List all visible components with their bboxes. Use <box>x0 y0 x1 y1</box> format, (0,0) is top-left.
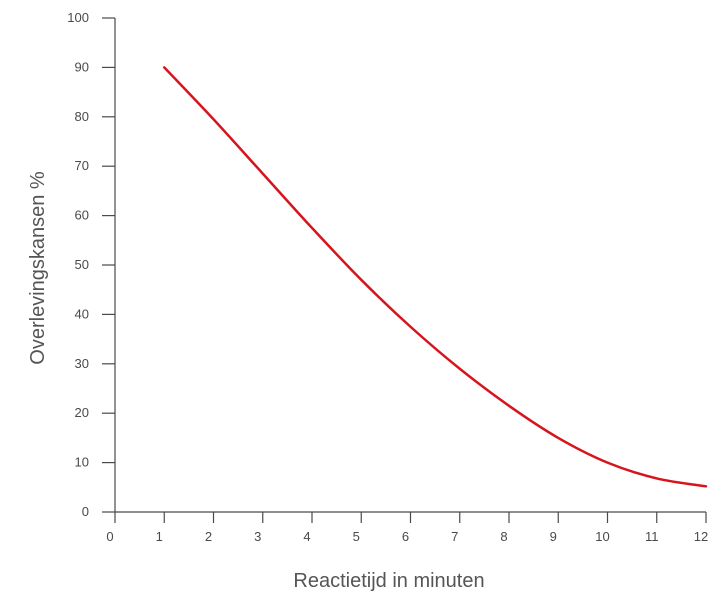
y-tick-label-60: 60 <box>75 208 89 223</box>
y-tick-label-100: 100 <box>67 10 89 25</box>
x-tick-label-2: 2 <box>205 529 212 544</box>
x-tick-label-10: 10 <box>595 529 609 544</box>
y-tick-label-30: 30 <box>75 356 89 371</box>
series-line-0 <box>163 66 708 488</box>
x-axis-title: Reactietijd in minuten <box>293 570 484 592</box>
y-tick-label-70: 70 <box>75 158 89 173</box>
y-tick-label-40: 40 <box>75 306 89 321</box>
y-tick-label-80: 80 <box>75 109 89 124</box>
y-tick-label-20: 20 <box>75 405 89 420</box>
y-tick-label-90: 90 <box>75 59 89 74</box>
y-axis-ticks: 0 10 20 30 40 50 60 70 80 90 100 <box>67 10 115 519</box>
y-tick-label-10: 10 <box>75 455 89 470</box>
y-tick-label-50: 50 <box>75 257 89 272</box>
y-axis-title: Overlevingskansen % <box>27 171 49 365</box>
x-tick-label-0: 0 <box>106 529 113 544</box>
x-tick-label-1: 1 <box>156 529 163 544</box>
x-tick-label-12: 12 <box>694 529 708 544</box>
x-tick-label-9: 9 <box>550 529 557 544</box>
x-tick-label-4: 4 <box>303 529 310 544</box>
x-tick-label-5: 5 <box>353 529 360 544</box>
x-tick-label-8: 8 <box>500 529 507 544</box>
x-tick-label-3: 3 <box>254 529 261 544</box>
series-layer <box>163 66 708 488</box>
y-tick-label-0: 0 <box>82 504 89 519</box>
x-axis-ticks: 0 1 2 3 4 5 6 7 8 9 10 11 12 <box>106 512 708 544</box>
x-tick-label-6: 6 <box>402 529 409 544</box>
x-tick-label-7: 7 <box>451 529 458 544</box>
x-tick-label-11: 11 <box>645 529 659 544</box>
